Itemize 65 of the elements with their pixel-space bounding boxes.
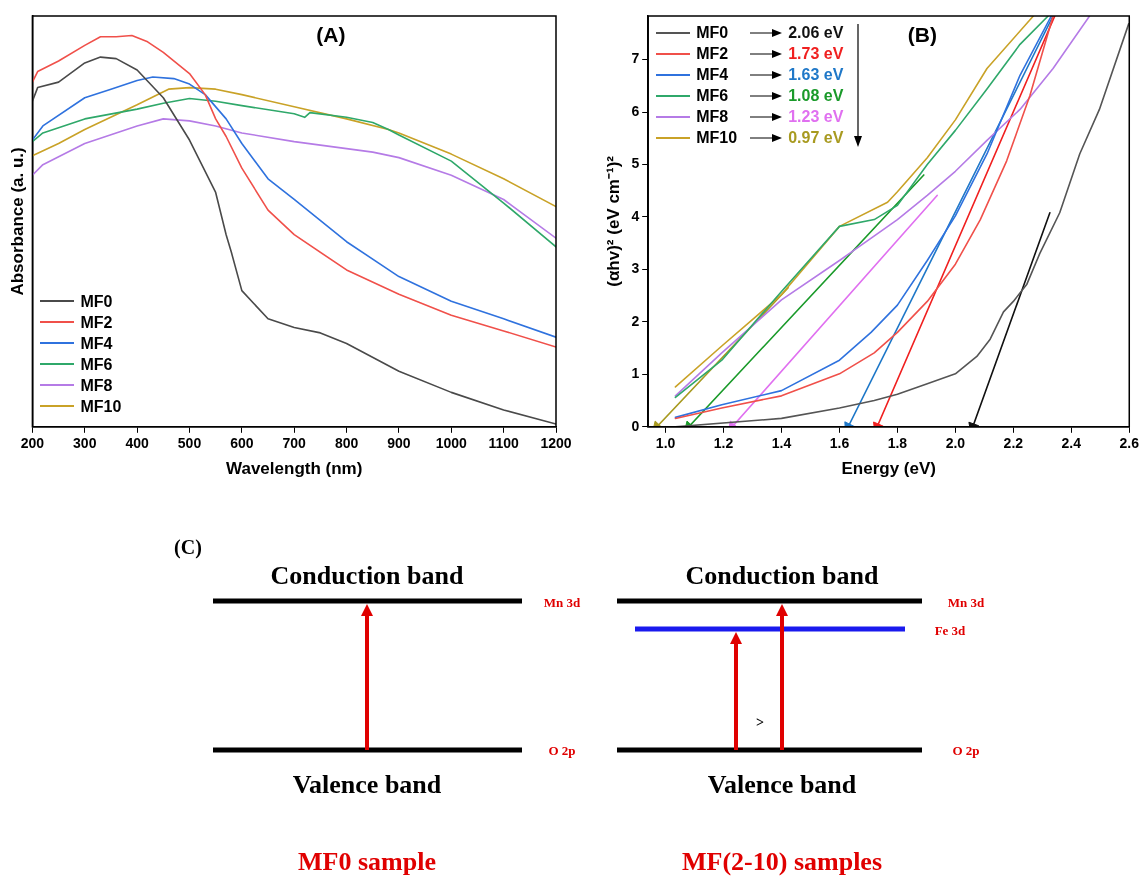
y-axis-title: (αhv)² (eV cm⁻¹)² (603, 155, 623, 287)
text: > (756, 715, 764, 731)
annotation: 1.63 eV (788, 65, 844, 85)
y-axis-title: Absorbance (a. u.) (7, 147, 27, 296)
y-tick-label: 7 (631, 50, 640, 67)
x-tick-label: 500 (177, 435, 202, 452)
text: Mn 3d (543, 595, 581, 611)
legend-label: MF10 (80, 396, 123, 417)
x-tick-label: 1.4 (771, 435, 792, 452)
text: Mn 3d (947, 595, 985, 611)
legend-label: MF8 (696, 107, 730, 127)
x-tick-label: 600 (230, 435, 254, 452)
text: Valence band (292, 770, 442, 800)
x-tick-label: 400 (125, 435, 150, 452)
text: Conduction band (685, 561, 879, 591)
x-tick-label: 2.2 (1003, 435, 1024, 452)
legend-label: MF8 (80, 375, 114, 396)
annotation: 1.08 eV (788, 86, 844, 106)
x-tick-label: 300 (73, 435, 97, 452)
text: MF(2-10) samples (681, 847, 883, 877)
text: O 2p (548, 743, 576, 759)
text: Fe 3d (934, 623, 966, 639)
y-tick-label: 2 (631, 312, 640, 329)
x-tick-label: 800 (334, 435, 359, 452)
x-tick-label: 1.0 (655, 435, 676, 452)
y-tick-label: 6 (631, 102, 640, 119)
text: (C) (174, 535, 202, 559)
y-tick-label: 3 (631, 260, 640, 277)
text: O 2p (952, 743, 980, 759)
x-tick-label: 1.6 (829, 435, 850, 452)
x-tick-label: 1.8 (887, 435, 908, 452)
legend-label: MF2 (80, 312, 114, 333)
legend-label: MF6 (80, 354, 114, 375)
legend-label: MF4 (80, 333, 114, 354)
annotation: 0.97 eV (788, 128, 844, 148)
annotation: 1.73 eV (788, 44, 844, 64)
x-tick-label: 1.2 (713, 435, 734, 452)
annotation: 2.06 eV (788, 23, 844, 43)
y-tick-label: 0 (631, 417, 640, 434)
legend-label: MF0 (80, 291, 114, 312)
text: MF0 sample (298, 847, 436, 877)
x-tick-label: 2.6 (1119, 435, 1140, 452)
x-tick-label: 1000 (435, 435, 468, 452)
y-tick-label: 5 (631, 155, 640, 172)
text: Conduction band (270, 561, 464, 591)
y-tick-label: 4 (631, 207, 640, 224)
x-tick-label: 2.0 (945, 435, 966, 452)
legend-label: MF6 (696, 86, 730, 106)
x-tick-label: 1100 (488, 435, 520, 452)
annotation: 1.23 eV (788, 107, 844, 127)
x-tick-label: 2.4 (1061, 435, 1082, 452)
chart-title: (A) (316, 22, 346, 46)
x-tick-label: 900 (387, 435, 411, 452)
y-tick-label: 1 (631, 365, 640, 382)
legend-label: MF4 (696, 65, 730, 85)
x-tick-label: 200 (20, 435, 45, 452)
text: Valence band (707, 770, 857, 800)
x-axis-title: Energy (eV) (841, 459, 936, 479)
x-axis-title: Wavelength (nm) (226, 459, 363, 479)
legend-label: MF0 (696, 23, 730, 43)
x-tick-label: 700 (282, 435, 307, 452)
chart-title: (B) (907, 22, 937, 46)
legend-label: MF10 (696, 128, 739, 148)
legend-label: MF2 (696, 44, 730, 64)
x-tick-label: 1200 (540, 435, 572, 452)
